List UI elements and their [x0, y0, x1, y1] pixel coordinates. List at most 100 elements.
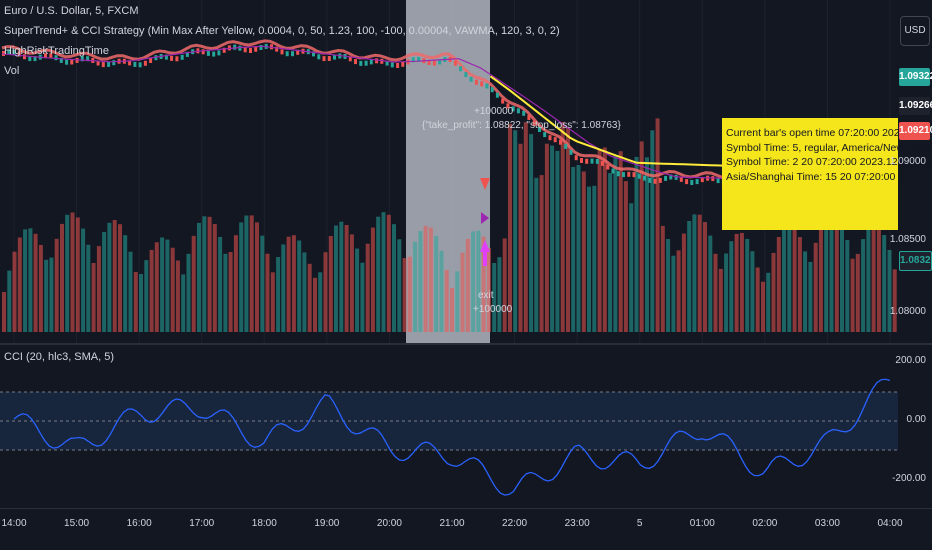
- volume-bar: [797, 237, 802, 332]
- candle: [249, 48, 252, 53]
- volume-bar: [207, 216, 212, 332]
- candle: [648, 177, 652, 183]
- currency-button[interactable]: USD: [900, 16, 930, 46]
- pane-separator[interactable]: [0, 343, 932, 345]
- candle: [658, 177, 662, 183]
- time-axis-label: 20:00: [376, 518, 402, 529]
- volume-bar: [692, 214, 697, 332]
- time-axis-label: 23:00: [564, 518, 590, 529]
- volume-bar: [882, 235, 887, 332]
- cci-chart[interactable]: [0, 344, 932, 508]
- volume-bar: [118, 224, 122, 332]
- candle: [317, 54, 321, 60]
- candle: [175, 56, 179, 62]
- volume-bar: [850, 258, 855, 332]
- volume-bar: [202, 216, 207, 332]
- volume-bar: [539, 175, 544, 332]
- time-axis-label: 14:00: [1, 518, 27, 529]
- volume-bar: [349, 234, 354, 332]
- candle: [312, 51, 315, 57]
- candle: [438, 59, 442, 65]
- candle: [474, 79, 478, 85]
- volume-bar: [486, 248, 491, 332]
- volume-bar: [497, 257, 502, 332]
- volume-bar: [49, 257, 54, 332]
- candle: [28, 56, 32, 62]
- indicator-title[interactable]: HighRiskTradingTime: [4, 45, 109, 57]
- candle: [548, 135, 552, 141]
- time-axis-label: 16:00: [126, 518, 152, 529]
- entry-arrow-purple: [481, 212, 489, 224]
- candle: [616, 171, 620, 177]
- volume-bar: [302, 252, 307, 332]
- volume-bar: [866, 228, 871, 332]
- candle: [285, 51, 289, 57]
- price-badge-mid: 1.09266: [899, 97, 932, 115]
- volume-bar: [460, 252, 465, 332]
- volume-bar: [476, 230, 481, 332]
- candle: [622, 172, 625, 178]
- candle: [601, 160, 604, 166]
- volume-bar: [23, 229, 28, 332]
- candle: [333, 54, 336, 60]
- candle: [222, 47, 226, 53]
- volume-bar: [413, 241, 418, 332]
- candle: [417, 56, 421, 62]
- volume-bar: [708, 235, 713, 332]
- volume-title[interactable]: Vol: [4, 65, 20, 77]
- volume-bar: [713, 253, 718, 332]
- volume-bar: [645, 157, 649, 332]
- volume-bar: [666, 239, 671, 332]
- volume-bar: [260, 235, 265, 332]
- candle: [206, 50, 210, 56]
- volume-bar: [750, 251, 755, 332]
- volume-bar: [502, 238, 507, 332]
- candle: [669, 174, 673, 180]
- volume-bar: [597, 149, 602, 332]
- candle: [354, 59, 357, 65]
- volume-bar: [323, 252, 328, 332]
- volume-bar: [623, 181, 628, 332]
- volume-bar: [608, 173, 613, 332]
- volume-bar: [444, 270, 449, 332]
- price-axis-label: 1.09000: [889, 156, 926, 167]
- volume-bar: [829, 212, 834, 332]
- volume-bar: [808, 261, 813, 332]
- volume-bar: [803, 251, 808, 332]
- volume-bar: [755, 267, 760, 332]
- volume-bar: [513, 130, 518, 332]
- volume-bar: [792, 227, 797, 332]
- volume-bar: [365, 243, 370, 332]
- volume-bar: [70, 212, 75, 332]
- volume-bar: [455, 271, 460, 332]
- volume-bar: [276, 257, 281, 332]
- volume-bar: [297, 240, 302, 332]
- volume-bar: [186, 253, 191, 332]
- strategy-title[interactable]: SuperTrend+ & CCI Strategy (Min Max Afte…: [4, 25, 560, 37]
- volume-bar: [681, 233, 686, 332]
- volume-bar: [508, 123, 512, 332]
- candle: [33, 56, 37, 62]
- candle: [464, 72, 468, 78]
- info-line: Symbol Time: 5, regular, America/New_Yor…: [726, 141, 931, 154]
- volume-bar: [439, 250, 444, 332]
- time-axis-separator: [0, 508, 932, 509]
- candle: [380, 58, 384, 64]
- volume-bar: [244, 215, 249, 332]
- candle: [44, 53, 47, 59]
- volume-bar: [887, 250, 892, 332]
- cci-title[interactable]: CCI (20, hlc3, SMA, 5): [4, 351, 115, 363]
- volume-bar: [818, 226, 823, 332]
- volume-bar: [634, 156, 639, 332]
- cci-axis-label: -200.00: [892, 473, 926, 484]
- volume-bar: [91, 263, 96, 332]
- candle: [553, 137, 557, 143]
- volume-bar: [123, 235, 128, 332]
- volume-bar: [655, 118, 660, 333]
- volume-bar: [149, 249, 154, 332]
- candle: [590, 158, 594, 164]
- volume-bar: [313, 277, 317, 332]
- volume-bar: [745, 238, 750, 332]
- info-box: Current bar's open time 07:20:00 2023.12…: [722, 118, 932, 230]
- candle: [133, 61, 137, 67]
